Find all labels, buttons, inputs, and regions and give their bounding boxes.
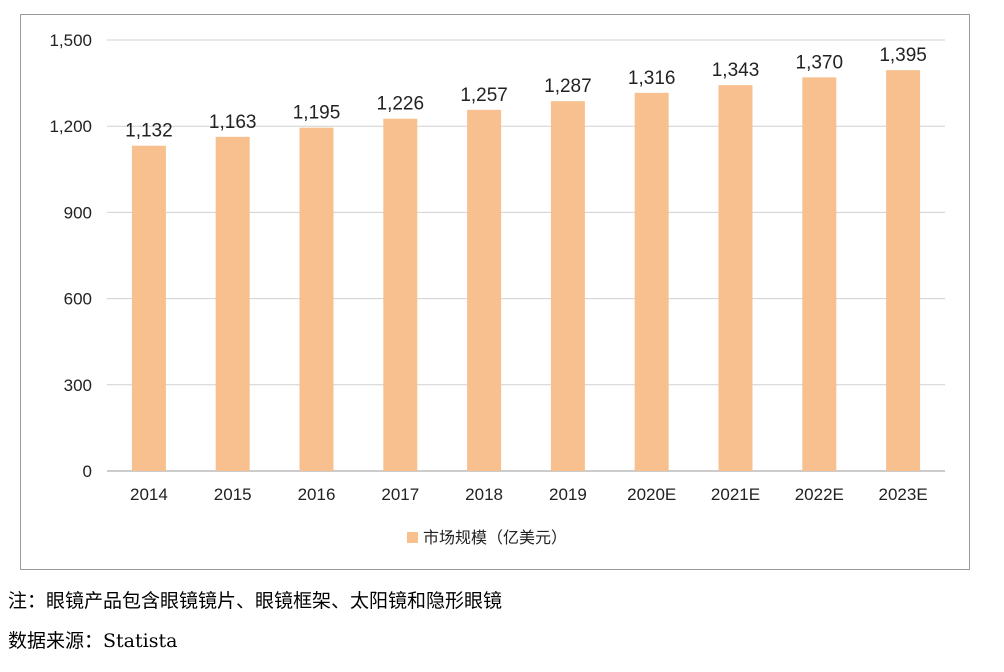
y-tick-label: 600: [64, 290, 92, 309]
note-text: 注：眼镜产品包含眼镜镜片、眼镜框架、太阳镜和隐形眼镜: [8, 590, 503, 612]
y-tick-label: 1,200: [49, 117, 92, 136]
data-label: 1,163: [209, 112, 257, 133]
legend-label: 市场规模（亿美元）: [423, 528, 567, 547]
y-tick-label: 900: [64, 203, 92, 222]
source-text: 数据来源：Statista: [8, 630, 178, 652]
x-tick-label: 2020E: [627, 485, 676, 504]
data-label: 1,257: [460, 85, 508, 106]
bar: [383, 118, 418, 471]
bar: [467, 109, 502, 472]
x-tick-label: 2018: [465, 485, 503, 504]
data-label: 1,132: [125, 121, 173, 142]
bar: [886, 70, 921, 472]
data-label: 1,226: [377, 94, 425, 115]
x-tick-label: 2023E: [879, 485, 928, 504]
data-label: 1,287: [544, 76, 592, 97]
data-label: 1,343: [712, 60, 760, 81]
data-label: 1,370: [796, 52, 844, 73]
x-tick-label: 2022E: [795, 485, 844, 504]
bar-chart: 0 300 600 900 1,200 1,500 1,132 2014 1,163 2015 1,…: [49, 31, 945, 547]
y-tick-label: 0: [83, 462, 92, 481]
legend-swatch: [407, 532, 418, 543]
bar: [131, 145, 166, 472]
data-label: 1,195: [293, 103, 341, 124]
x-tick-label: 2019: [549, 485, 587, 504]
x-tick-label: 2015: [214, 485, 252, 504]
bar: [718, 85, 753, 472]
bar: [215, 136, 250, 471]
bar: [634, 92, 669, 472]
x-tick-label: 2017: [381, 485, 419, 504]
bar: [802, 77, 837, 471]
y-tick-label: 300: [64, 376, 92, 395]
y-tick-label: 1,500: [49, 31, 92, 50]
x-tick-label: 2021E: [711, 485, 760, 504]
data-label: 1,316: [628, 68, 676, 89]
x-tick-label: 2016: [298, 485, 336, 504]
bar: [299, 127, 334, 472]
data-label: 1,395: [879, 45, 927, 66]
x-tick-label: 2014: [130, 485, 168, 504]
bar: [550, 101, 585, 472]
